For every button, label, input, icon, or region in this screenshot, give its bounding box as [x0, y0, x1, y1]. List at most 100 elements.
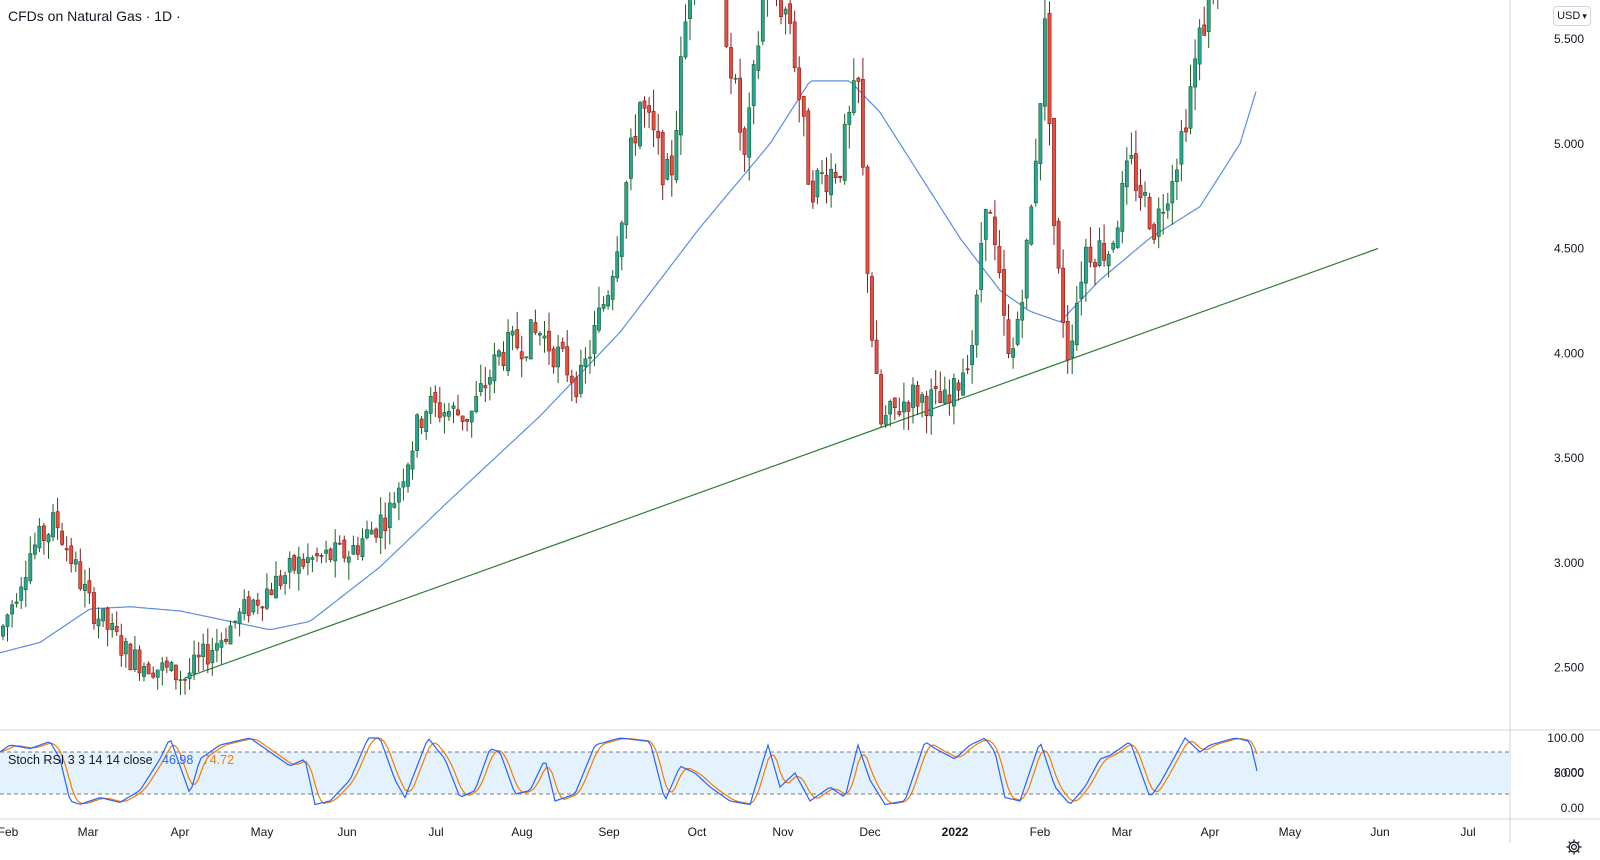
candle-body — [619, 222, 624, 257]
candle-body — [1129, 155, 1134, 159]
candle-body — [378, 514, 383, 539]
candle-body — [92, 592, 96, 624]
chevron-down-icon: ▾ — [1582, 10, 1587, 21]
stoch-y-tick-label: 50.00 — [1554, 766, 1584, 780]
candle-body — [779, 0, 783, 17]
x-tick-label: Jun — [1370, 825, 1389, 839]
candle-body — [742, 128, 747, 155]
candle-body — [164, 660, 169, 668]
candle-body — [656, 130, 661, 139]
candle-body — [974, 294, 979, 346]
candle-body — [32, 544, 37, 555]
candle-body — [1061, 267, 1066, 323]
chart-title: CFDs on Natural Gas · 1D · — [8, 8, 181, 24]
candle-body — [528, 319, 533, 360]
candle-body — [101, 608, 106, 622]
candle-body — [246, 596, 251, 616]
stoch-rsi-legend[interactable]: Stoch RSI 3 3 14 14 close 46.98 74.72 — [8, 753, 240, 767]
candle-body — [264, 588, 269, 609]
candle-body — [797, 67, 802, 100]
candle-body — [542, 335, 547, 339]
candle-body — [792, 21, 797, 68]
candle-body — [906, 402, 911, 412]
candle-body — [146, 663, 151, 675]
candle-body — [1106, 254, 1111, 267]
candle-body — [406, 464, 410, 487]
candle-body — [597, 307, 601, 331]
candle-body — [647, 105, 652, 113]
candle-body — [346, 556, 351, 563]
candle-body — [537, 332, 542, 336]
candle-body — [292, 555, 297, 571]
candle-body — [565, 346, 570, 376]
currency-selector-button[interactable]: USD ▾ — [1553, 6, 1591, 26]
candle-body — [810, 180, 815, 203]
candle-body — [929, 389, 934, 417]
candle-body — [633, 136, 638, 144]
candle-body — [988, 211, 993, 214]
candle-body — [901, 401, 906, 413]
candle-body — [392, 503, 397, 508]
candle-body — [888, 400, 893, 415]
candle-body — [1193, 58, 1198, 88]
candle-body — [688, 0, 692, 19]
candle-body — [892, 397, 897, 408]
candle-body — [519, 351, 524, 360]
candle-body — [64, 548, 69, 551]
candle-body — [41, 525, 46, 541]
candle-body — [78, 561, 83, 589]
candle-body — [951, 378, 956, 407]
candlestick-series — [1, 0, 1219, 695]
candle-body — [128, 643, 133, 671]
candle-body — [806, 110, 811, 185]
settings-gear-icon[interactable] — [1562, 836, 1586, 858]
candle-body — [751, 64, 756, 106]
x-tick-label: May — [251, 825, 274, 839]
candle-body — [215, 643, 219, 651]
candle-body — [578, 364, 583, 394]
candle-body — [110, 622, 115, 631]
candle-body — [970, 344, 975, 365]
candle-body — [1070, 340, 1075, 358]
candle-body — [506, 331, 511, 372]
candle-body — [446, 410, 451, 417]
candle-body — [1170, 181, 1175, 204]
candle-body — [383, 517, 388, 531]
y-tick-label: 2.000 — [1554, 765, 1584, 779]
candle-body — [478, 383, 483, 392]
candle-body — [956, 382, 961, 391]
candle-body — [460, 415, 465, 422]
candle-body — [1020, 302, 1025, 321]
y-tick-label: 3.000 — [1554, 556, 1584, 570]
candle-body — [451, 405, 456, 409]
candle-body — [19, 586, 24, 601]
y-tick-label: 2.500 — [1554, 661, 1584, 675]
candle-body — [233, 620, 238, 623]
candle-body — [55, 511, 60, 529]
candle-body — [456, 409, 460, 416]
candle-body — [683, 21, 688, 58]
candle-body — [1202, 24, 1207, 36]
candle-body — [933, 386, 938, 390]
candle-body — [1156, 208, 1161, 237]
candle-body — [674, 129, 679, 181]
candle-body — [961, 372, 965, 396]
candle-body — [1029, 206, 1034, 245]
x-tick-label: Jul — [428, 825, 443, 839]
candle-body — [10, 604, 15, 615]
candle-body — [196, 654, 201, 658]
candle-body — [123, 641, 128, 655]
x-tick-label: Mar — [1112, 825, 1133, 839]
candle-body — [137, 649, 142, 674]
candle-body — [355, 545, 360, 555]
candle-body — [1006, 319, 1011, 355]
candle-body — [574, 377, 579, 398]
candle-body — [801, 96, 806, 117]
candle-body — [924, 395, 929, 417]
candle-body — [387, 502, 392, 528]
candle-body — [1079, 281, 1084, 300]
candle-body — [342, 539, 347, 559]
candle-body — [210, 649, 215, 664]
